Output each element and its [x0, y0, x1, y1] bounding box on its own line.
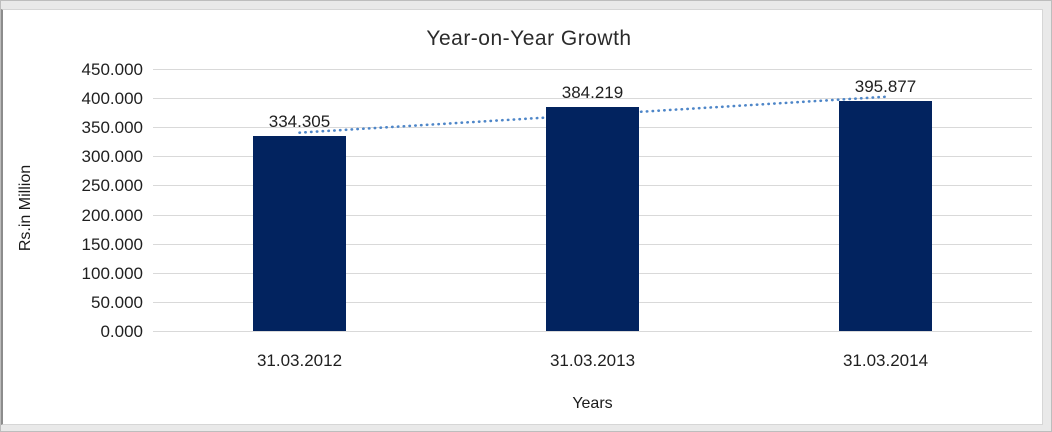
x-axis-title: Years	[572, 395, 613, 412]
y-tick-label: 300.000	[81, 147, 143, 167]
y-tick-label: 350.000	[81, 118, 143, 138]
bar-31.03.2014[interactable]	[839, 100, 932, 331]
x-tick-label: 31.03.2014	[842, 351, 929, 370]
data-label: 384.219	[561, 83, 624, 103]
bar-31.03.2013[interactable]	[546, 107, 639, 331]
y-axis-title-text: Rs.in Million	[17, 164, 34, 252]
data-label: 395.877	[854, 76, 917, 96]
gridline	[153, 69, 1032, 70]
chart-area: Year-on-Year Growth Rs.in Million Years …	[1, 9, 1043, 425]
y-tick-label: 250.000	[81, 176, 143, 196]
y-tick-label: 100.000	[81, 263, 143, 283]
y-tick-label: 200.000	[81, 205, 143, 225]
y-tick-label: 50.000	[91, 292, 143, 312]
chart-title: Year-on-Year Growth	[426, 27, 632, 50]
data-label: 334.305	[268, 112, 331, 132]
x-tick-label: 31.03.2012	[256, 351, 343, 370]
y-tick-label: 150.000	[81, 234, 143, 254]
gridline	[153, 331, 1032, 332]
y-tick-label: 400.000	[81, 89, 143, 109]
y-tick-label: 450.000	[81, 60, 143, 79]
y-tick-label: 0.000	[100, 322, 143, 341]
bar-31.03.2012[interactable]	[253, 136, 346, 331]
x-tick-label: 31.03.2013	[549, 351, 636, 370]
